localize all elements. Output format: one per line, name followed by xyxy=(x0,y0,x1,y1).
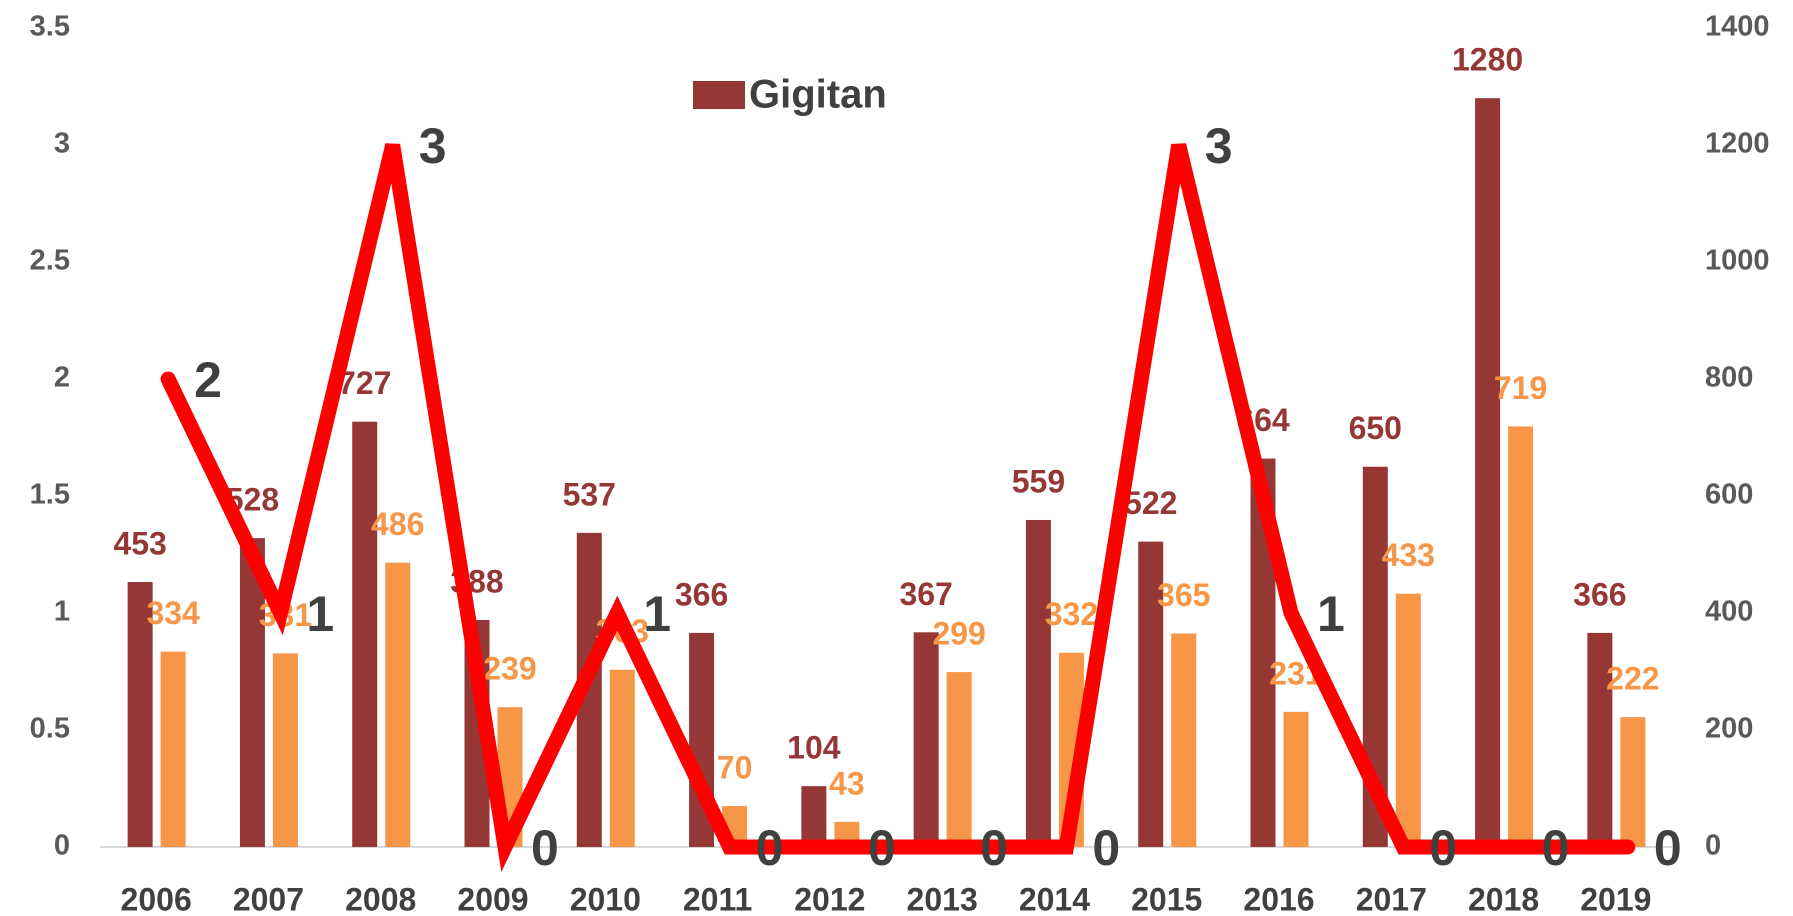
x-tick-label: 2009 xyxy=(457,881,528,916)
bar xyxy=(1475,98,1501,847)
y-tick-label: 0.5 xyxy=(30,713,70,745)
x-tick-label: 2017 xyxy=(1356,881,1427,916)
line-label: 3 xyxy=(1205,118,1233,174)
x-tick-label: 2012 xyxy=(794,881,865,916)
bar xyxy=(1171,633,1197,847)
x-tick-label: 2019 xyxy=(1580,881,1651,916)
bar-label: 650 xyxy=(1349,410,1402,446)
y-tick-label: 1 xyxy=(54,596,70,628)
y-tick-label: 2.5 xyxy=(30,245,70,277)
bar-label: 239 xyxy=(483,651,536,687)
bar xyxy=(1395,593,1421,847)
line-label: 1 xyxy=(643,586,671,642)
line-label: 0 xyxy=(531,820,559,876)
line-label: 0 xyxy=(1654,820,1682,876)
bar xyxy=(946,672,972,847)
y-tick-label: 2 xyxy=(54,362,70,394)
line-label: 0 xyxy=(980,820,1008,876)
line-label: 0 xyxy=(1092,820,1120,876)
x-tick-label: 2016 xyxy=(1243,881,1314,916)
x-tick-label: 2011 xyxy=(683,881,752,916)
x-tick-label: 2007 xyxy=(233,881,304,916)
line xyxy=(160,143,1636,872)
bar xyxy=(1508,426,1534,847)
line-label: 0 xyxy=(1429,820,1457,876)
bar xyxy=(239,538,265,847)
line-label: 1 xyxy=(306,586,334,642)
bar-label: 1280 xyxy=(1452,42,1523,78)
bar-label: 43 xyxy=(829,765,865,801)
bar-label: 222 xyxy=(1606,661,1659,697)
bar xyxy=(1025,519,1051,847)
legend-swatch xyxy=(693,81,745,109)
bar-label: 727 xyxy=(338,365,391,401)
bar xyxy=(1283,711,1309,847)
y2-tick-label: 1400 xyxy=(1705,11,1770,43)
x-tick-label: 2013 xyxy=(907,881,978,916)
bar-label: 486 xyxy=(371,506,424,542)
bar xyxy=(609,669,635,847)
bar-label: 537 xyxy=(563,476,616,512)
bar xyxy=(160,651,186,847)
bar-label: 719 xyxy=(1494,370,1547,406)
y2-tick-label: 1000 xyxy=(1705,245,1770,277)
x-tick-label: 2010 xyxy=(570,881,641,916)
y-tick-label: 3.5 xyxy=(30,11,70,43)
bar xyxy=(352,421,378,847)
x-tick-label: 2006 xyxy=(121,881,192,916)
bar xyxy=(1138,541,1164,847)
bar xyxy=(385,562,411,847)
legend-label: Gigitan xyxy=(749,73,887,117)
bar-label: 367 xyxy=(899,576,952,612)
bar-label: 433 xyxy=(1382,537,1435,573)
bar-label: 70 xyxy=(717,750,753,786)
bar-label: 104 xyxy=(787,730,841,766)
y2-tick-label: 600 xyxy=(1705,479,1753,511)
bar-label: 366 xyxy=(675,576,728,612)
bar xyxy=(1620,717,1646,847)
bar xyxy=(801,786,827,847)
line-label: 0 xyxy=(1542,820,1570,876)
bar-label: 366 xyxy=(1573,576,1626,612)
y-tick-label: 1.5 xyxy=(30,479,70,511)
y-tick-label: 0 xyxy=(54,830,70,862)
line-label: 0 xyxy=(756,820,784,876)
bar-label: 332 xyxy=(1045,596,1098,632)
y2-tick-label: 0 xyxy=(1705,830,1721,862)
bar-label: 299 xyxy=(932,616,985,652)
line-label: 1 xyxy=(1317,586,1345,642)
bar xyxy=(1587,632,1613,847)
bar-label: 453 xyxy=(113,525,166,561)
x-tick-label: 2008 xyxy=(345,881,416,916)
x-tick-label: 2014 xyxy=(1019,881,1090,916)
bar xyxy=(127,581,153,847)
bar-label: 334 xyxy=(146,595,200,631)
line-label: 3 xyxy=(419,118,447,174)
y-tick-label: 3 xyxy=(54,128,70,160)
y2-tick-label: 800 xyxy=(1705,362,1753,394)
line-label: 2 xyxy=(194,352,222,408)
bar-label: 522 xyxy=(1124,485,1177,521)
line-label: 0 xyxy=(868,820,896,876)
bar-label: 559 xyxy=(1012,463,1065,499)
x-tick-label: 2018 xyxy=(1468,881,1539,916)
x-tick-label: 2015 xyxy=(1131,881,1202,916)
y2-tick-label: 400 xyxy=(1705,596,1753,628)
bar xyxy=(272,653,298,847)
bar-label: 365 xyxy=(1157,577,1210,613)
y2-tick-label: 200 xyxy=(1705,713,1753,745)
bar xyxy=(913,632,939,847)
y2-tick-label: 1200 xyxy=(1705,128,1770,160)
